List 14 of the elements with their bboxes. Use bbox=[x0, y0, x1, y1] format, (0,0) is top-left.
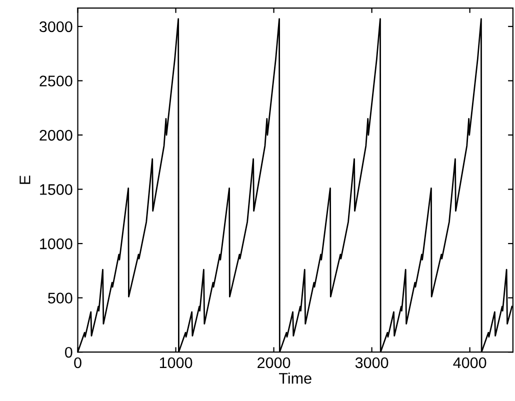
x-tick-label: 0 bbox=[74, 357, 82, 368]
x-axis-title: Time bbox=[279, 372, 312, 384]
y-tick-label: 2500 bbox=[40, 76, 72, 86]
y-tick-label: 2000 bbox=[40, 130, 72, 141]
y-tick-label: 1500 bbox=[40, 184, 72, 195]
x-tick-label: 3000 bbox=[355, 357, 388, 368]
y-tick-label: 3000 bbox=[40, 21, 72, 32]
x-tick-label: 2000 bbox=[258, 357, 290, 368]
x-tick-label: 4000 bbox=[453, 357, 486, 368]
y-tick-label: 1000 bbox=[40, 238, 72, 250]
y-tick-label: 500 bbox=[48, 292, 72, 304]
x-tick-label: 1000 bbox=[160, 357, 192, 368]
y-axis-title: E bbox=[20, 176, 30, 184]
y-tick-label: 0 bbox=[65, 346, 72, 358]
